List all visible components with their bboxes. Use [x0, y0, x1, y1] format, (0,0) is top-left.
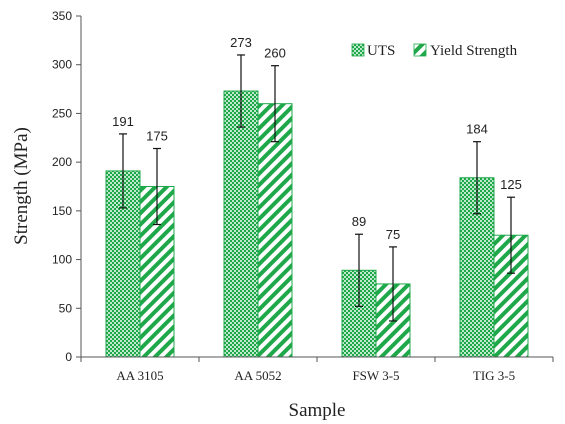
y-tick-label: 300 [52, 58, 72, 72]
error-bar-uts [355, 233, 363, 307]
data-label-uts: 191 [112, 114, 134, 129]
x-axis-title: Sample [289, 400, 346, 421]
error-bar-yield-strength [153, 147, 161, 226]
y-axis-title: Strength (MPa) [11, 127, 32, 245]
y-tick-label: 0 [65, 350, 72, 364]
y-tick-label: 50 [59, 301, 73, 315]
error-bar-yield-strength [271, 65, 279, 143]
y-tick-label: 250 [52, 106, 72, 120]
y-axis: 0 50 100 150 200 250 300 350 [52, 9, 82, 364]
y-tick-label: 350 [52, 9, 72, 23]
data-label-uts: 273 [230, 35, 252, 50]
x-category-label: AA 3105 [116, 368, 163, 383]
x-category-label: AA 5052 [234, 368, 281, 383]
legend-label-uts: UTS [367, 43, 395, 59]
data-label-uts: 184 [466, 122, 488, 137]
y-tick-label: 100 [52, 253, 72, 267]
error-bar-uts [237, 54, 245, 128]
plot-area: 191 175 273 260 89 75 184 125 [105, 35, 529, 358]
data-label-yield-strength: 125 [500, 177, 522, 192]
data-label-uts: 89 [352, 214, 366, 229]
legend: UTS Yield Strength [351, 43, 518, 59]
bar-uts [223, 90, 259, 358]
data-label-yield-strength: 75 [386, 227, 400, 242]
error-bar-uts [119, 133, 127, 209]
x-category-label: FSW 3-5 [352, 368, 399, 383]
y-tick-label: 150 [52, 204, 72, 218]
data-label-yield-strength: 175 [146, 129, 168, 144]
x-category-label: TIG 3-5 [473, 368, 515, 383]
legend-swatch-yield [413, 43, 427, 57]
x-axis: AA 3105 AA 5052 FSW 3-5 TIG 3-5 [80, 356, 554, 383]
error-bar-uts [473, 141, 481, 215]
data-label-yield-strength: 260 [264, 46, 286, 61]
legend-swatch-uts [351, 43, 365, 57]
legend-label-yield-strength: Yield Strength [430, 43, 518, 59]
error-bar-yield-strength [507, 196, 515, 274]
error-bar-yield-strength [389, 246, 397, 322]
y-tick-label: 200 [52, 155, 72, 169]
